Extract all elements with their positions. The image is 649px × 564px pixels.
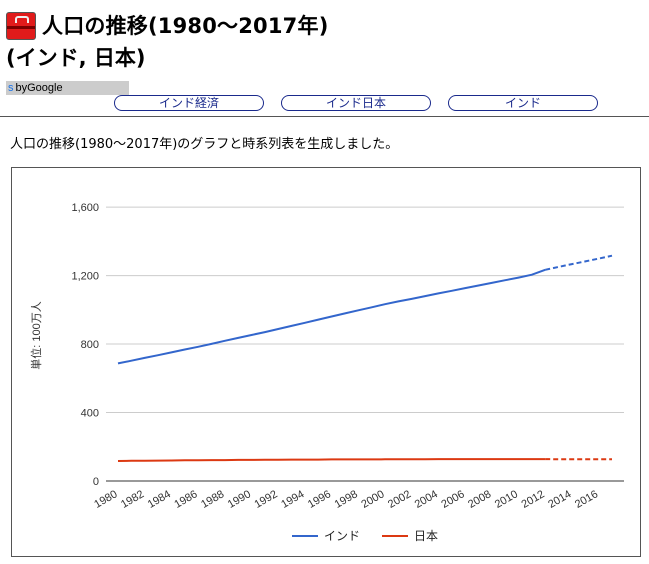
x-tick-label: 1984 (146, 488, 173, 511)
series-forecast-line-0 (544, 254, 613, 271)
x-tick-label: 1994 (279, 488, 306, 511)
x-tick-label: 2014 (546, 488, 573, 511)
x-tick-label: 1988 (199, 488, 226, 511)
description-text: 人口の推移(1980〜2017年)のグラフと時系列表を生成しました。 (10, 137, 399, 152)
nav-button-india-economy[interactable]: インド経済 (114, 95, 264, 111)
y-axis-label: 単位: 100万人 (29, 301, 43, 369)
x-tick-label: 1992 (253, 488, 280, 511)
x-tick-label: 2002 (386, 488, 413, 511)
series-line-1 (117, 458, 546, 462)
x-tick-label: 1982 (119, 488, 146, 511)
toolbox-icon (6, 12, 36, 40)
nav-button-india-japan[interactable]: インド日本 (281, 95, 431, 111)
page-subtitle: (インド, 日本) (6, 46, 146, 70)
legend-label: インド (324, 529, 360, 543)
x-tick-label: 2010 (493, 488, 520, 511)
y-tick-label: 0 (93, 476, 99, 488)
x-tick-label: 2000 (359, 488, 386, 511)
x-tick-label: 2012 (520, 488, 547, 511)
page-title: 人口の推移(1980〜2017年) (42, 14, 329, 38)
divider (0, 116, 649, 117)
x-tick-label: 1996 (306, 488, 333, 511)
x-tick-label: 2008 (466, 488, 493, 511)
nav-button-india[interactable]: インド (448, 95, 598, 111)
y-tick-label: 1,200 (71, 271, 99, 283)
x-tick-label: 1986 (172, 488, 199, 511)
x-tick-label: 1990 (226, 488, 253, 511)
chart-container: 0 400 800 1,200 1,600 単位: 100万人 1980 1982 1984 19… (11, 167, 641, 557)
y-tick-label: 1,600 (71, 202, 99, 214)
translate-prefix: s (8, 82, 14, 94)
y-tick-label: 800 (81, 339, 99, 351)
legend-label: 日本 (414, 529, 438, 543)
google-translate-bar[interactable]: s byGoogle (6, 81, 129, 95)
x-tick-label: 1980 (92, 488, 119, 511)
translate-label: byGoogle (15, 82, 63, 94)
x-tick-label: 2004 (413, 488, 440, 511)
series-line-0 (117, 268, 546, 365)
x-tick-label: 2016 (573, 488, 600, 511)
y-tick-label: 400 (81, 408, 99, 420)
x-tick-label: 2006 (439, 488, 466, 511)
x-tick-label: 1998 (333, 488, 360, 511)
